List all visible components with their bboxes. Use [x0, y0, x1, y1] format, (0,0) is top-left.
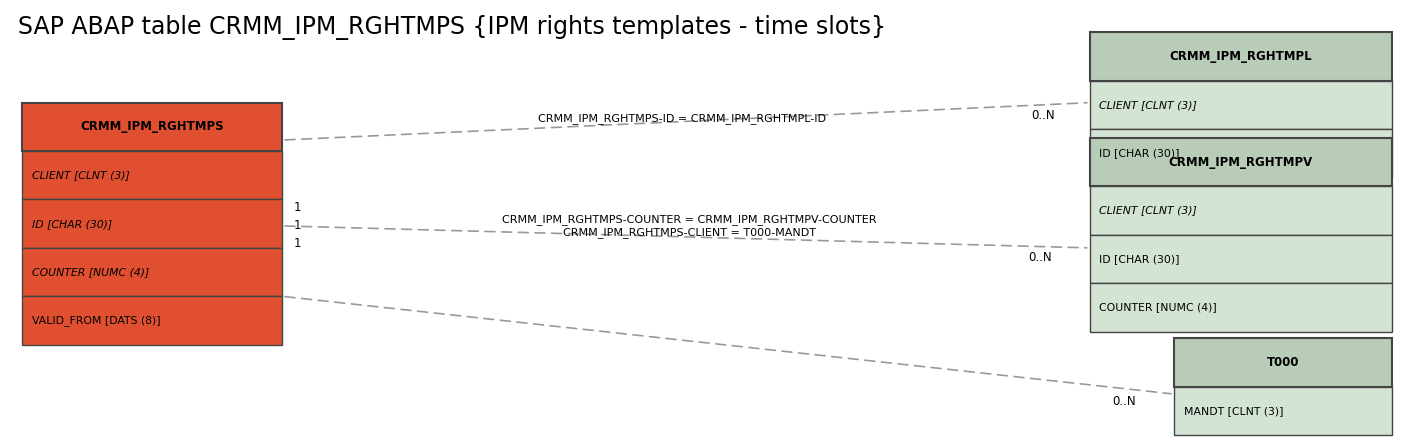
Text: T000: T000: [1266, 356, 1299, 369]
Bar: [1173, 387, 1392, 435]
Text: VALID_FROM [DATS (8)]: VALID_FROM [DATS (8)]: [32, 315, 160, 326]
Text: CRMM_IPM_RGHTMPS: CRMM_IPM_RGHTMPS: [80, 120, 224, 133]
Text: COUNTER [NUMC (4)]: COUNTER [NUMC (4)]: [32, 267, 149, 277]
Text: ID [CHAR (30)]: ID [CHAR (30)]: [1099, 148, 1180, 158]
Bar: [23, 199, 283, 248]
Bar: [23, 296, 283, 345]
Text: ID [CHAR (30)]: ID [CHAR (30)]: [1099, 254, 1180, 264]
Text: 0..N: 0..N: [1031, 109, 1055, 122]
Bar: [1089, 81, 1392, 129]
Text: 1
1
1: 1 1 1: [294, 202, 301, 250]
Bar: [23, 248, 283, 296]
Text: CRMM_IPM_RGHTMPS-COUNTER = CRMM_IPM_RGHTMPV-COUNTER
CRMM_IPM_RGHTMPS-CLIENT = T0: CRMM_IPM_RGHTMPS-COUNTER = CRMM_IPM_RGHT…: [502, 214, 877, 237]
Text: 0..N: 0..N: [1113, 395, 1135, 408]
Text: CLIENT [CLNT (3)]: CLIENT [CLNT (3)]: [1099, 100, 1197, 110]
Bar: [23, 151, 283, 199]
Text: ID [CHAR (30)]: ID [CHAR (30)]: [32, 219, 113, 229]
Bar: [1089, 32, 1392, 81]
Text: 0..N: 0..N: [1029, 251, 1052, 264]
Text: CLIENT [CLNT (3)]: CLIENT [CLNT (3)]: [32, 170, 129, 180]
Bar: [1173, 338, 1392, 387]
Bar: [1089, 138, 1392, 187]
Bar: [1089, 187, 1392, 235]
Bar: [1089, 283, 1392, 331]
Text: MANDT [CLNT (3)]: MANDT [CLNT (3)]: [1183, 406, 1283, 416]
Text: CRMM_IPM_RGHTMPL: CRMM_IPM_RGHTMPL: [1169, 50, 1311, 63]
Bar: [1089, 129, 1392, 178]
Text: CRMM_IPM_RGHTMPS-ID = CRMM_IPM_RGHTMPL-ID: CRMM_IPM_RGHTMPS-ID = CRMM_IPM_RGHTMPL-I…: [539, 113, 826, 124]
Bar: [1089, 235, 1392, 283]
Text: CLIENT [CLNT (3)]: CLIENT [CLNT (3)]: [1099, 206, 1197, 215]
Bar: [23, 103, 283, 151]
Text: COUNTER [NUMC (4)]: COUNTER [NUMC (4)]: [1099, 302, 1217, 312]
Text: CRMM_IPM_RGHTMPV: CRMM_IPM_RGHTMPV: [1168, 155, 1313, 169]
Text: SAP ABAP table CRMM_IPM_RGHTMPS {IPM rights templates - time slots}: SAP ABAP table CRMM_IPM_RGHTMPS {IPM rig…: [18, 15, 886, 39]
